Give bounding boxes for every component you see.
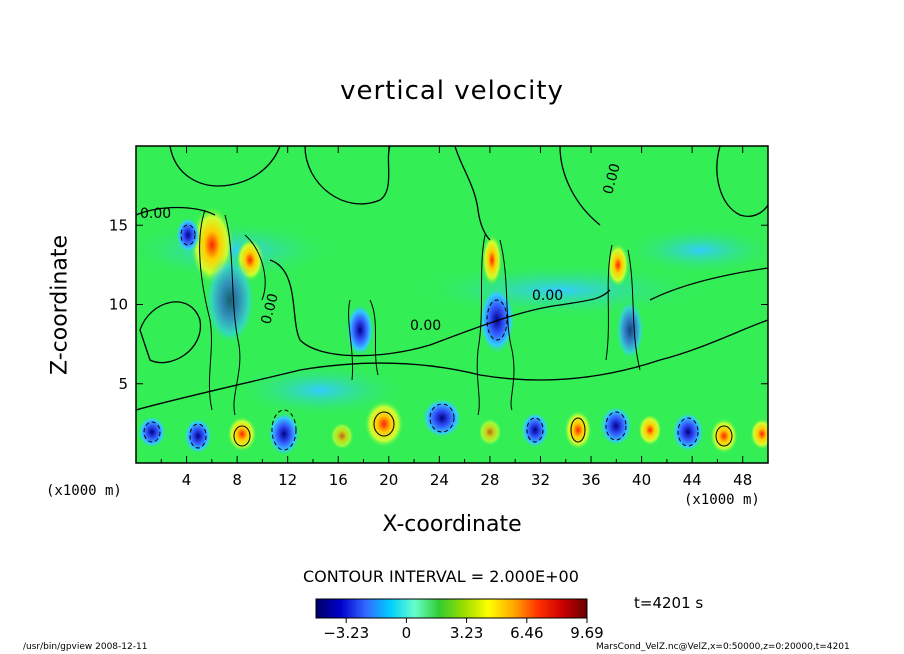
convective-contours xyxy=(199,209,733,447)
x-tick-label: 16 xyxy=(329,471,348,489)
y-axis-unit: (x1000 m) xyxy=(46,483,122,499)
x-tick-label: 20 xyxy=(379,471,398,489)
downdraft-cell xyxy=(184,418,212,454)
updraft-cell xyxy=(564,410,592,450)
downdraft-cell xyxy=(138,416,166,448)
colorbar-tick-label: −3.23 xyxy=(323,624,369,642)
zero-contours xyxy=(136,146,768,411)
updraft-cell xyxy=(364,400,404,448)
x-axis-unit: (x1000 m) xyxy=(684,492,760,508)
updraft-cell xyxy=(750,418,768,450)
weak-downdraft xyxy=(620,225,768,275)
colorbar-gradient xyxy=(315,598,588,619)
contour-label: 0.00 xyxy=(532,288,563,304)
x-tick-label: 12 xyxy=(278,471,297,489)
x-tick-label: 8 xyxy=(232,471,242,489)
contour-label: 0.00 xyxy=(410,318,441,334)
footer-left: /usr/bin/gpview 2008-12-11 xyxy=(23,642,148,652)
updraft-cell xyxy=(710,418,738,454)
y-tick-label: 5 xyxy=(118,375,128,393)
footer-right: MarsCond_VelZ.nc@VelZ,x=0:50000,z=0:2000… xyxy=(596,642,850,652)
colorbar-tick-label: 3.23 xyxy=(450,624,483,642)
y-tick-label: 10 xyxy=(109,296,128,314)
x-axis-label: X-coordinate xyxy=(382,512,522,537)
colorbar-ticks: −3.23 0 3.23 6.46 9.69 xyxy=(323,618,604,642)
x-tick-label: 28 xyxy=(480,471,499,489)
negative-contours xyxy=(143,224,699,451)
colorbar-tick-label: 0 xyxy=(402,624,412,642)
x-tick-label: 48 xyxy=(733,471,752,489)
x-tick-label: 24 xyxy=(430,471,449,489)
contour-label: 0.00 xyxy=(258,292,282,326)
updraft-cell xyxy=(330,422,354,450)
x-tick-label: 44 xyxy=(683,471,702,489)
downdraft-cell xyxy=(600,406,632,446)
colorbar-tick-label: 6.46 xyxy=(510,624,543,642)
y-ticks: 5 10 15 xyxy=(109,216,768,393)
updraft-core xyxy=(607,243,629,287)
downdraft-core xyxy=(346,304,374,356)
contour-interval-label: CONTOUR INTERVAL = 2.000E+00 xyxy=(303,567,579,586)
chart-title: vertical velocity xyxy=(340,76,564,106)
heatmap-field xyxy=(136,146,768,463)
updraft-cell xyxy=(638,414,662,446)
x-tick-label: 40 xyxy=(632,471,651,489)
downdraft-core xyxy=(176,217,200,253)
x-tick-label: 32 xyxy=(531,471,550,489)
x-ticks: 4 8 12 16 20 24 28 32 36 40 44 48 xyxy=(160,146,752,489)
contour-label: 0.00 xyxy=(600,162,624,196)
downdraft-cell xyxy=(422,398,462,438)
contour-labels: 0.00 0.00 0.00 0.00 0.00 xyxy=(140,162,624,334)
downdraft-cell xyxy=(268,412,300,456)
y-tick-label: 15 xyxy=(109,216,128,234)
colorbar: −3.23 0 3.23 6.46 9.69 xyxy=(315,598,604,642)
downdraft-core xyxy=(205,255,255,345)
y-axis-label: Z-coordinate xyxy=(47,235,73,375)
x-tick-label: 36 xyxy=(581,471,600,489)
colorbar-tick-label: 9.69 xyxy=(570,624,603,642)
downdraft-core xyxy=(616,300,644,360)
contour-label: 0.00 xyxy=(140,206,171,222)
updraft-cell xyxy=(227,416,257,452)
x-tick-label: 4 xyxy=(182,471,192,489)
updraft-core xyxy=(482,234,502,286)
downdraft-cell xyxy=(521,412,549,448)
time-label: t=4201 s xyxy=(634,594,704,612)
downdraft-cell xyxy=(672,412,704,452)
updraft-cell xyxy=(478,418,502,446)
